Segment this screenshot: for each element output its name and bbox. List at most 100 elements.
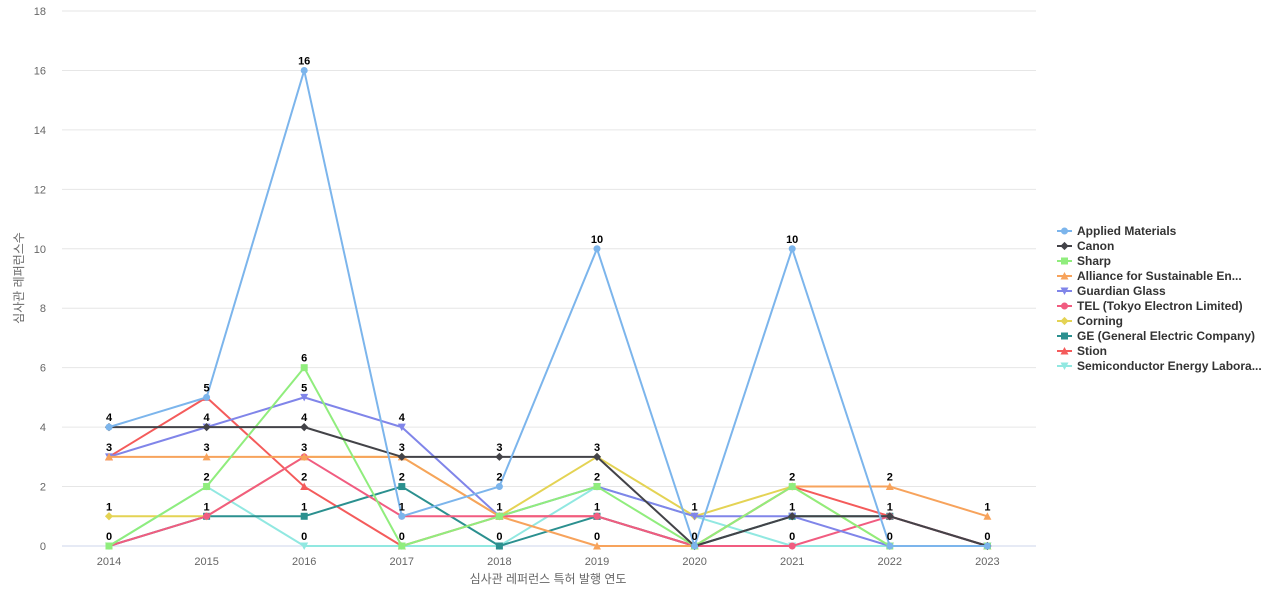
data-point [691,542,699,550]
data-point [592,452,602,461]
data-point [202,423,211,432]
legend-marker [1060,362,1069,370]
data-point [788,512,797,521]
legend-marker [1061,332,1068,340]
data-labels: 4310543211665432104321032101032101010210… [106,55,991,543]
legend-item[interactable]: Stion [1057,344,1107,358]
x-tick-label: 2021 [780,556,804,568]
x-tick-label: 2019 [585,556,609,568]
x-tick-label: 2016 [292,556,316,568]
y-tick-label: 14 [34,125,46,137]
data-label: 1 [594,501,600,513]
legend-marker [1061,257,1068,265]
legend-label: GE (General Electric Company) [1077,329,1255,343]
data-label: 1 [984,501,990,513]
data-label: 5 [204,382,210,394]
data-point [300,423,309,432]
data-label: 16 [298,55,310,67]
data-label: 0 [984,531,990,543]
legend-item[interactable]: Semiconductor Energy Labora... [1057,359,1262,373]
data-label: 3 [106,442,112,454]
data-point [788,542,796,550]
data-label: 3 [594,442,600,454]
legend-label: Canon [1077,239,1114,253]
series-line [109,426,988,547]
data-point [885,482,894,491]
legend-item[interactable]: Corning [1057,314,1123,328]
series-line [108,396,988,547]
data-point [300,452,309,461]
y-axis-title: 심사관 레퍼런스수 [12,232,26,324]
x-tick-label: 2022 [878,556,902,568]
series-line [108,69,988,547]
legend-marker [1060,241,1069,251]
legend-item[interactable]: GE (General Electric Company) [1057,329,1255,343]
y-tick-label: 18 [34,6,46,18]
data-label: 0 [789,531,795,543]
data-label: 3 [301,442,307,454]
data-label: 2 [496,472,502,484]
data-point [203,483,211,491]
data-label: 3 [496,442,502,454]
data-label: 4 [301,412,308,424]
data-label: 1 [496,501,502,513]
data-point [983,512,992,520]
data-point [203,393,211,401]
data-label: 1 [106,501,112,513]
series-1 [105,66,991,550]
data-point [593,483,601,491]
data-label: 0 [887,531,893,543]
data-point [398,483,406,491]
data-label: 0 [301,531,307,543]
data-label: 3 [204,442,210,454]
legend-item[interactable]: Canon [1057,239,1114,253]
data-label: 1 [887,501,893,513]
data-label: 3 [399,442,405,454]
legend-item[interactable]: Alliance for Sustainable En... [1057,269,1242,283]
legend-marker [1060,347,1069,355]
data-point [593,542,601,550]
data-point [300,512,308,520]
data-label: 10 [786,234,798,246]
data-label: 4 [204,412,211,424]
data-point [202,452,211,461]
legend-label: Stion [1077,344,1107,358]
data-point [300,482,309,491]
data-point [300,542,309,550]
legend-marker [1060,272,1069,280]
data-point [300,66,308,74]
data-label: 1 [789,501,795,513]
series-lines [104,66,992,551]
data-point [105,542,113,550]
data-point [398,542,406,550]
legend-item[interactable]: Guardian Glass [1057,284,1166,298]
data-label: 1 [399,501,405,513]
data-point [105,452,113,461]
data-label: 2 [399,472,405,484]
legend-item[interactable]: TEL (Tokyo Electron Limited) [1057,299,1243,313]
data-point [397,423,406,432]
legend-label: Semiconductor Energy Labora... [1077,359,1262,373]
legend-marker [1060,316,1069,326]
y-tick-label: 12 [34,184,46,196]
data-point [495,452,504,461]
y-tick-label: 16 [34,65,46,77]
grid-lines [62,10,1036,547]
legend-item[interactable]: Applied Materials [1057,224,1177,238]
data-label: 4 [106,412,113,424]
data-label: 1 [301,501,307,513]
x-tick-label: 2015 [194,556,218,568]
data-label: 0 [692,531,698,543]
data-point [104,512,114,521]
legend-marker [1061,302,1068,310]
legend-label: Corning [1077,314,1123,328]
data-label: 10 [591,234,603,246]
legend-marker [1060,287,1069,295]
data-point [495,512,503,520]
legend-item[interactable]: Sharp [1057,254,1111,268]
legend-label: Sharp [1077,254,1111,268]
